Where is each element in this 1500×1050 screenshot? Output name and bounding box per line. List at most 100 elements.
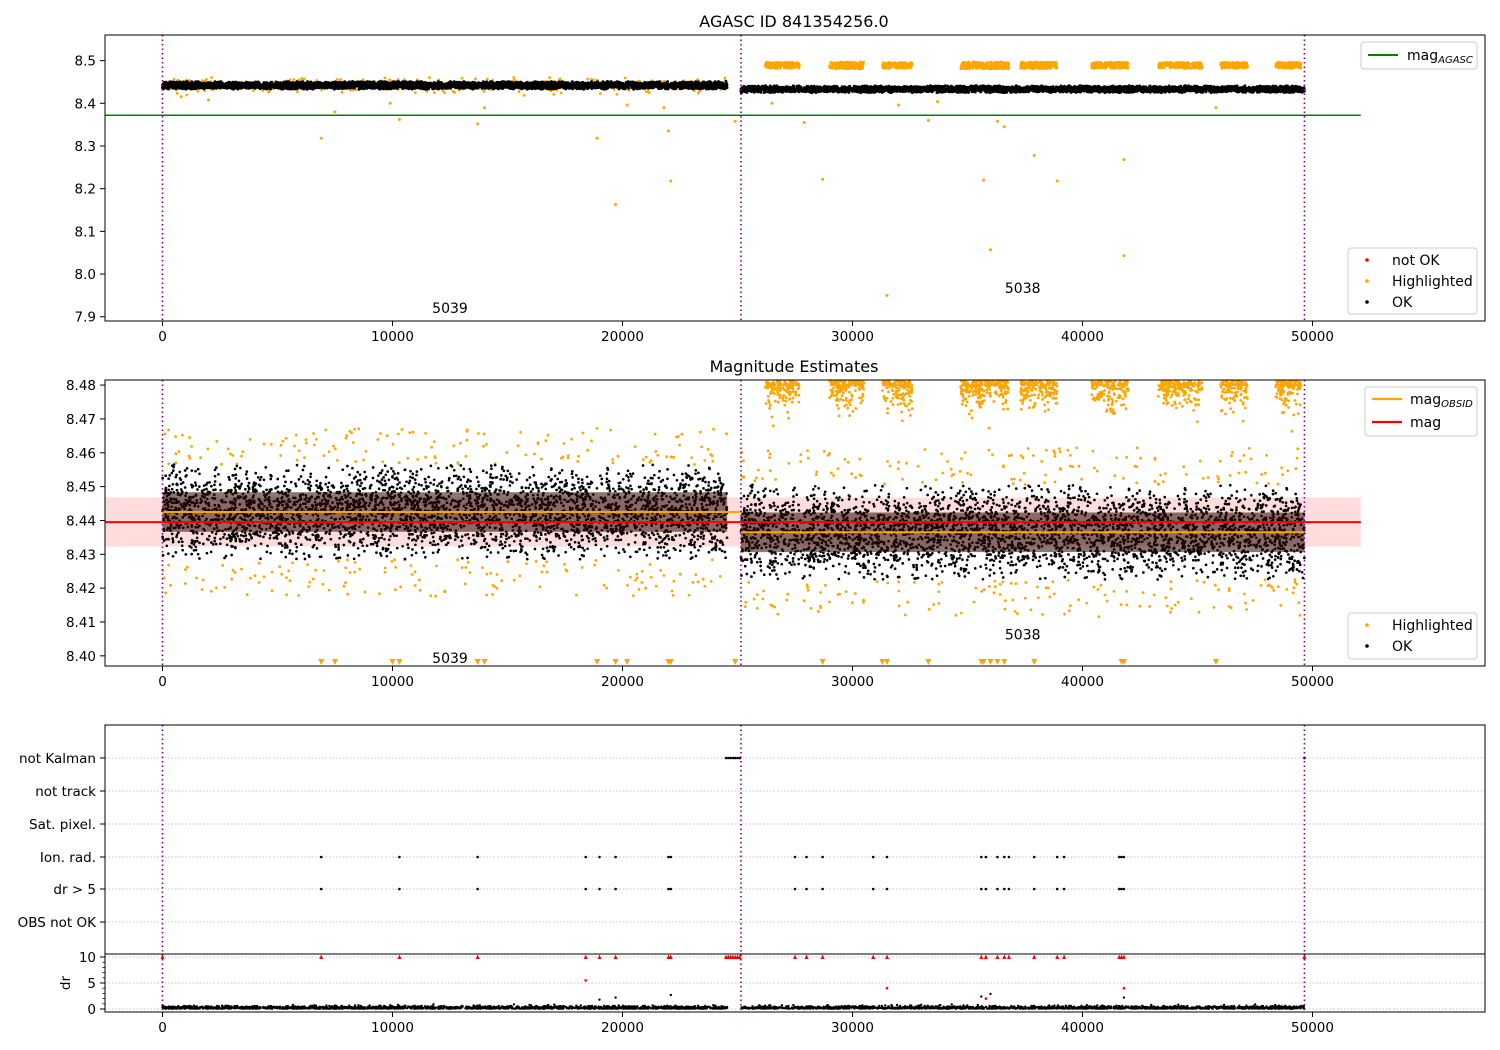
flag-point: [598, 855, 601, 859]
dr-red-point: [584, 979, 587, 982]
flag-point: [984, 855, 988, 859]
legend-label-sub: OBSID: [1441, 399, 1473, 410]
highlighted-top-cluster: [828, 379, 866, 418]
flag-point: [584, 855, 587, 859]
legend-marker: [1365, 644, 1369, 648]
flag-point: [614, 887, 617, 891]
clipped-up-markers: [1091, 380, 1129, 386]
highlighted-top-cluster: [1019, 379, 1059, 413]
highlighted-top-cluster: [763, 379, 801, 428]
dr-point: [669, 993, 672, 997]
highlighted-outlier-point: [207, 98, 210, 102]
flag-point: [584, 887, 587, 891]
legend-label-mag-obsid: magOBSID: [1410, 392, 1473, 410]
obsid-annotation: 5038: [1005, 281, 1041, 297]
highlighted-cluster: [1219, 60, 1249, 70]
legend-label: Highlighted: [1392, 618, 1473, 634]
flag-point: [996, 855, 999, 859]
highlighted-outlier-point: [733, 119, 737, 123]
y-tick-label: 8.3: [75, 139, 96, 155]
legend-box: [1347, 247, 1478, 315]
obsid-annotation: 5038: [1005, 628, 1041, 644]
highlighted-outlier-point: [1032, 153, 1036, 157]
x-tick-label: 50000: [1291, 329, 1334, 345]
panel1-title: AGASC ID 841354256.0: [699, 12, 888, 31]
panel1-plot-area: 5039 5038 magAGASC not OK Highlighted OK 0 1000…: [75, 34, 1486, 345]
legend-label-sub: AGASC: [1437, 55, 1473, 66]
highlighted-cluster: [1090, 60, 1130, 70]
highlighted-outlier-point: [669, 179, 673, 183]
y-tick-label: 7.9: [75, 310, 96, 326]
x-tick-label: 30000: [831, 1020, 874, 1036]
highlighted-outlier-point: [667, 129, 670, 133]
highlighted-outlier-point: [936, 100, 940, 104]
highlighted-outlier-point: [595, 136, 599, 140]
flag-point: [669, 855, 673, 859]
x-tick-label: 30000: [831, 674, 874, 690]
y-tick-label: 8.5: [75, 54, 96, 70]
clipped-up-markers: [1159, 380, 1202, 386]
highlighted-outlier-point: [926, 118, 930, 122]
ok-points-scatter: [739, 483, 1306, 581]
y-tick-label: 8.44: [66, 513, 96, 529]
legend-marker: [1365, 279, 1369, 283]
dr-red-point: [1122, 986, 1126, 990]
legend-label: OK: [1392, 639, 1413, 655]
x-tick-label: 20000: [601, 1020, 644, 1036]
legend-status: not OK Highlighted OK: [1347, 247, 1478, 315]
panel3-frame: [104, 724, 1486, 1013]
x-tick-label: 40000: [1061, 1020, 1104, 1036]
clipped-up-markers: [881, 380, 913, 386]
highlighted-outlier-point: [1122, 254, 1126, 258]
highlighted-cluster: [959, 60, 1011, 71]
x-tick-label: 10000: [371, 329, 414, 345]
y-tick-label: 8.42: [66, 581, 96, 597]
dr-tick-label: 0: [87, 1002, 96, 1018]
flag-point: [984, 887, 988, 891]
highlighted-top-cluster: [1219, 379, 1249, 423]
y-tick-label: 8.1: [75, 224, 96, 240]
x-tick-label: 40000: [1061, 329, 1104, 345]
legend-marker: [1365, 258, 1369, 262]
dr-point: [598, 998, 601, 1001]
highlighted-outlier-point: [802, 121, 806, 125]
flag-point: [1055, 855, 1059, 859]
highlighted-outlier-point: [897, 103, 900, 107]
legend-label: Highlighted: [1392, 274, 1473, 290]
y-tick-label: 8.48: [66, 378, 96, 394]
y-tick-label: 8.2: [75, 182, 96, 198]
highlighted-cluster: [1274, 60, 1303, 70]
legend-label: not OK: [1392, 253, 1440, 269]
highlighted-outlier-point: [885, 293, 889, 297]
flag-point: [821, 855, 824, 859]
legend-box: [1347, 612, 1478, 660]
highlighted-outlier-point: [821, 177, 825, 181]
dr-point: [1122, 996, 1126, 999]
highlighted-scatter: [740, 446, 1302, 618]
flag-point: [1062, 855, 1066, 859]
flag-point: [1032, 887, 1036, 891]
highlighted-outlier-point: [770, 101, 774, 105]
highlighted-outlier-point: [1122, 158, 1126, 162]
legend-marker: [1365, 300, 1369, 304]
dr-tick-label: 5: [87, 976, 96, 992]
clipped-up-markers: [764, 380, 800, 386]
x-tick-label: 10000: [371, 674, 414, 690]
panel3-plot-area: not Kalman not track Sat. pixel. Ion. rad. d…: [18, 724, 1486, 1036]
flag-point: [1055, 887, 1059, 891]
highlighted-outlier-point: [397, 118, 401, 122]
flag-point: [1032, 855, 1036, 859]
flag-point: [821, 887, 824, 891]
flag-point: [885, 887, 889, 891]
highlighted-outlier-point: [995, 119, 999, 123]
flag-point: [1003, 855, 1006, 859]
flag-point: [885, 855, 889, 859]
flag-row-label: not track: [35, 784, 96, 800]
flag-row-label: dr > 5: [53, 882, 96, 898]
panel2-frame: [104, 379, 1486, 667]
flag-point: [727, 756, 730, 760]
highlighted-cluster: [881, 61, 914, 70]
flag-point: [793, 855, 797, 859]
